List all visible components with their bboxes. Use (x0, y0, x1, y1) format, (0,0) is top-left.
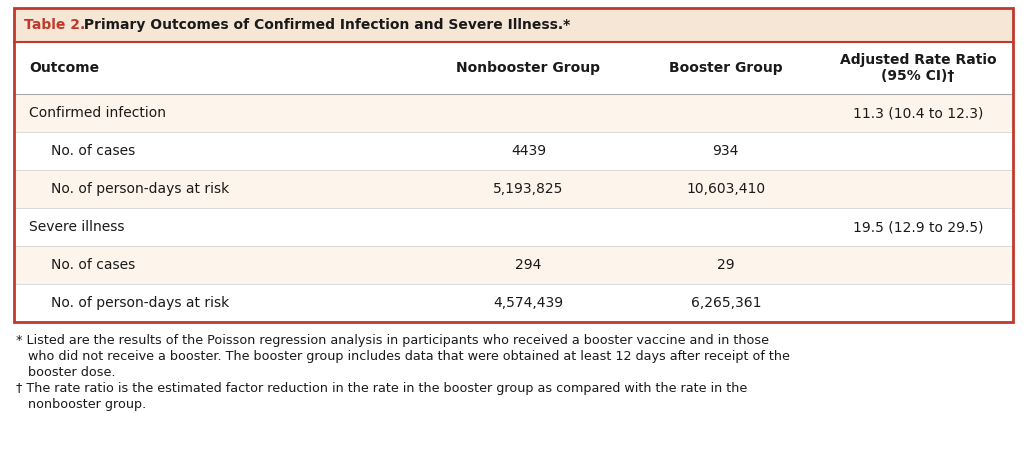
Text: * Listed are the results of the Poisson regression analysis in participants who : * Listed are the results of the Poisson … (16, 334, 769, 347)
Bar (14, 208, 1013, 246)
Text: No. of cases: No. of cases (51, 258, 136, 272)
Text: (95% CI)†: (95% CI)† (881, 69, 955, 83)
Bar (14, 42, 1013, 94)
Bar (14, 94, 1013, 132)
Text: 4439: 4439 (510, 144, 546, 158)
Text: Adjusted Rate Ratio: Adjusted Rate Ratio (840, 53, 996, 67)
Bar (14, 246, 1013, 284)
Bar (14, 132, 1013, 170)
Text: 4,574,439: 4,574,439 (493, 296, 564, 310)
Text: No. of person-days at risk: No. of person-days at risk (51, 296, 229, 310)
Bar (14, 170, 1013, 208)
Text: No. of cases: No. of cases (51, 144, 136, 158)
Text: Confirmed infection: Confirmed infection (29, 106, 166, 120)
Bar (14, 8, 1013, 322)
Text: Nonbooster Group: Nonbooster Group (456, 61, 601, 75)
Text: Outcome: Outcome (29, 61, 100, 75)
Text: 11.3 (10.4 to 12.3): 11.3 (10.4 to 12.3) (852, 106, 983, 120)
Text: nonbooster group.: nonbooster group. (16, 398, 146, 411)
Text: Severe illness: Severe illness (29, 220, 124, 234)
Text: † The rate ratio is the estimated factor reduction in the rate in the booster gr: † The rate ratio is the estimated factor… (16, 382, 748, 395)
Text: 934: 934 (713, 144, 739, 158)
Text: 10,603,410: 10,603,410 (686, 182, 765, 196)
Text: who did not receive a booster. The booster group includes data that were obtaine: who did not receive a booster. The boost… (16, 350, 790, 363)
Text: 29: 29 (717, 258, 734, 272)
Text: No. of person-days at risk: No. of person-days at risk (51, 182, 229, 196)
Text: booster dose.: booster dose. (16, 366, 115, 379)
Text: Booster Group: Booster Group (669, 61, 783, 75)
Text: 6,265,361: 6,265,361 (690, 296, 761, 310)
Bar (14, 8, 1013, 42)
Text: Primary Outcomes of Confirmed Infection and Severe Illness.*: Primary Outcomes of Confirmed Infection … (79, 18, 570, 32)
Text: Table 2.: Table 2. (24, 18, 85, 32)
Bar (14, 284, 1013, 322)
Text: 294: 294 (516, 258, 541, 272)
Text: 19.5 (12.9 to 29.5): 19.5 (12.9 to 29.5) (852, 220, 983, 234)
Text: 5,193,825: 5,193,825 (493, 182, 564, 196)
